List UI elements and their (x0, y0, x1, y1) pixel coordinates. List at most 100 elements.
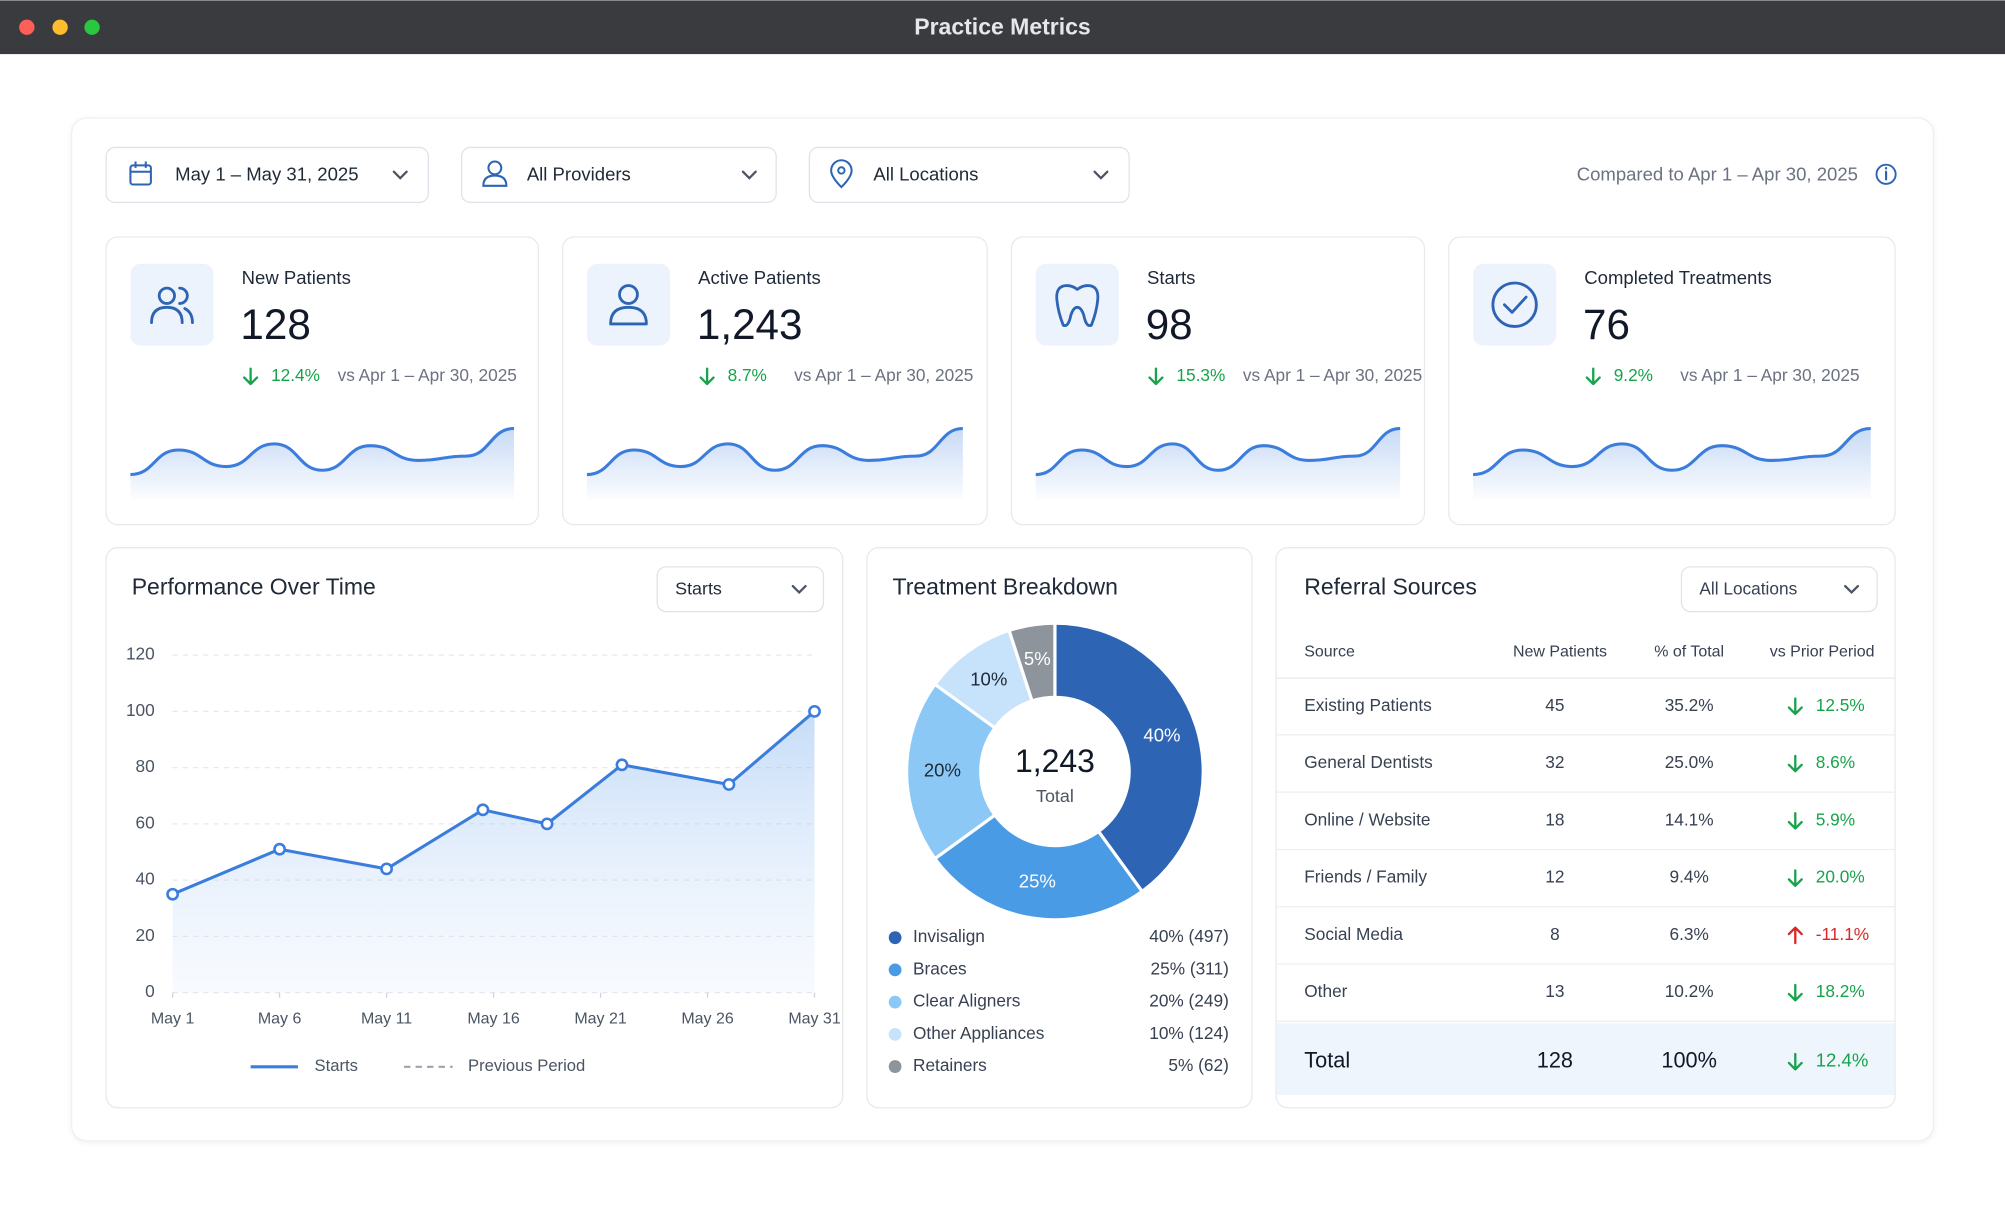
kpi-value: 98 (1146, 301, 1193, 348)
minimize-button[interactable] (52, 19, 68, 35)
total-cell: 100% (1661, 1047, 1717, 1072)
legend-value: 5% (62) (1168, 1055, 1228, 1075)
kpi-icon (618, 284, 639, 305)
sparkline (1472, 426, 1871, 477)
window-title: Practice Metrics (914, 14, 1090, 40)
sparkline (130, 426, 515, 477)
legend-dot (888, 931, 902, 945)
location-selector[interactable] (1680, 566, 1878, 613)
kpi-compare: vs Apr 1 – Apr 30, 2025 (794, 365, 973, 385)
sparkline-area (1473, 428, 1871, 500)
kpi-card (1448, 236, 1896, 526)
source-cell: Friends / Family (1304, 867, 1427, 887)
sparkline (586, 426, 963, 477)
total-row-bg (1276, 1023, 1895, 1095)
arrow-up-icon (1787, 983, 1803, 1002)
kpi-icon (1491, 281, 1538, 328)
table-cell: 45 (1545, 695, 1564, 715)
arrow-up-icon (1148, 367, 1164, 386)
y-tick-label: 100 (126, 700, 155, 720)
kpi-icon-bg (1035, 263, 1119, 346)
slice-label: 10% (970, 668, 1007, 689)
arrow-down-icon (1787, 926, 1803, 945)
title-bar (0, 0, 2005, 55)
metric-selector[interactable] (656, 566, 825, 613)
data-point (540, 817, 554, 831)
table-cell: 6.3% (1669, 924, 1708, 944)
arrow-up-icon (1787, 811, 1803, 830)
legend-dot (888, 995, 902, 1009)
date-filter[interactable] (105, 146, 430, 204)
data-point (615, 758, 629, 772)
legend-label: Invisalign (913, 926, 985, 946)
chevron-icon (741, 170, 757, 180)
table-cell: 12 (1545, 867, 1564, 887)
x-tick-label: May 31 (788, 1011, 840, 1028)
data-point (722, 778, 736, 791)
chevron-icon (1844, 584, 1860, 595)
calendar-icon (129, 164, 152, 186)
total-label: Total (1304, 1047, 1350, 1072)
x-tick-label: May 21 (574, 1011, 626, 1028)
column-header: Source (1304, 644, 1355, 661)
legend-label: Previous Period (468, 1056, 585, 1075)
legend-label: Clear Aligners (913, 991, 1020, 1011)
zoom-button[interactable] (84, 19, 100, 35)
arrow-up-icon (1787, 697, 1803, 716)
person-icon (487, 160, 503, 176)
kpi-change: 12.4% (271, 365, 320, 385)
kpi-icon-bg (130, 263, 214, 346)
table-cell: 10.2% (1665, 981, 1714, 1001)
info-icon[interactable] (1875, 163, 1897, 185)
kpi-icon (1502, 295, 1528, 314)
donut-center-value: 1,243 (1015, 743, 1095, 779)
source-cell: Other (1304, 981, 1347, 1001)
table-cell: 14.1% (1665, 809, 1714, 829)
chevron-icon (1093, 170, 1109, 180)
kpi-icon (609, 305, 648, 326)
column-header: % of Total (1654, 644, 1724, 661)
column-header: vs Prior Period (1770, 644, 1875, 661)
table-cell: 9.4% (1669, 867, 1708, 887)
kpi-label: Completed Treatments (1584, 267, 1771, 288)
legend-dot (888, 963, 902, 977)
slice-label: 5% (1024, 648, 1051, 669)
x-tick-label: May 16 (467, 1011, 519, 1028)
kpi-icon (157, 286, 176, 305)
location-filter-label: All Locations (873, 163, 978, 184)
change-cell: 12.4% (1816, 1050, 1869, 1071)
y-tick-label: 20 (136, 925, 155, 945)
provider-filter[interactable] (460, 146, 777, 204)
table-cell: 32 (1545, 752, 1564, 772)
legend-value: 20% (249) (1149, 991, 1229, 1011)
series-line (172, 710, 816, 896)
slice-label: 40% (1143, 725, 1180, 746)
kpi-compare: vs Apr 1 – Apr 30, 2025 (1243, 365, 1422, 385)
y-tick-label: 60 (136, 812, 155, 832)
sparkline-area (586, 428, 963, 500)
comparison-label: Compared to Apr 1 – Apr 30, 2025 (1577, 163, 1858, 184)
kpi-change: 15.3% (1176, 365, 1225, 385)
close-button[interactable] (19, 19, 35, 35)
dashboard: May 1 – May 31, 2025 All Providers All Loc… (105, 146, 1897, 1109)
total-cell: 128 (1537, 1047, 1573, 1072)
x-tick-label: May 1 (151, 1011, 195, 1028)
arrow-up-icon (1787, 869, 1803, 887)
calendar-icon-detail (130, 161, 151, 173)
kpi-value: 76 (1583, 301, 1630, 348)
change-cell: 18.2% (1816, 981, 1865, 1001)
x-tick-label: May 6 (258, 1011, 302, 1028)
location-filter[interactable] (808, 146, 1130, 204)
x-tick-label: May 11 (361, 1011, 412, 1028)
metric-selector-label: Starts (675, 579, 722, 599)
kpi-label: Active Patients (698, 267, 821, 288)
kpi-change: 9.2% (1614, 365, 1653, 385)
source-cell: General Dentists (1304, 752, 1432, 772)
kpi-card (105, 236, 539, 526)
line-area (172, 711, 815, 993)
kpi-value: 1,243 (697, 301, 803, 348)
donut-slice (1053, 621, 1205, 894)
kpi-icon (178, 286, 194, 325)
